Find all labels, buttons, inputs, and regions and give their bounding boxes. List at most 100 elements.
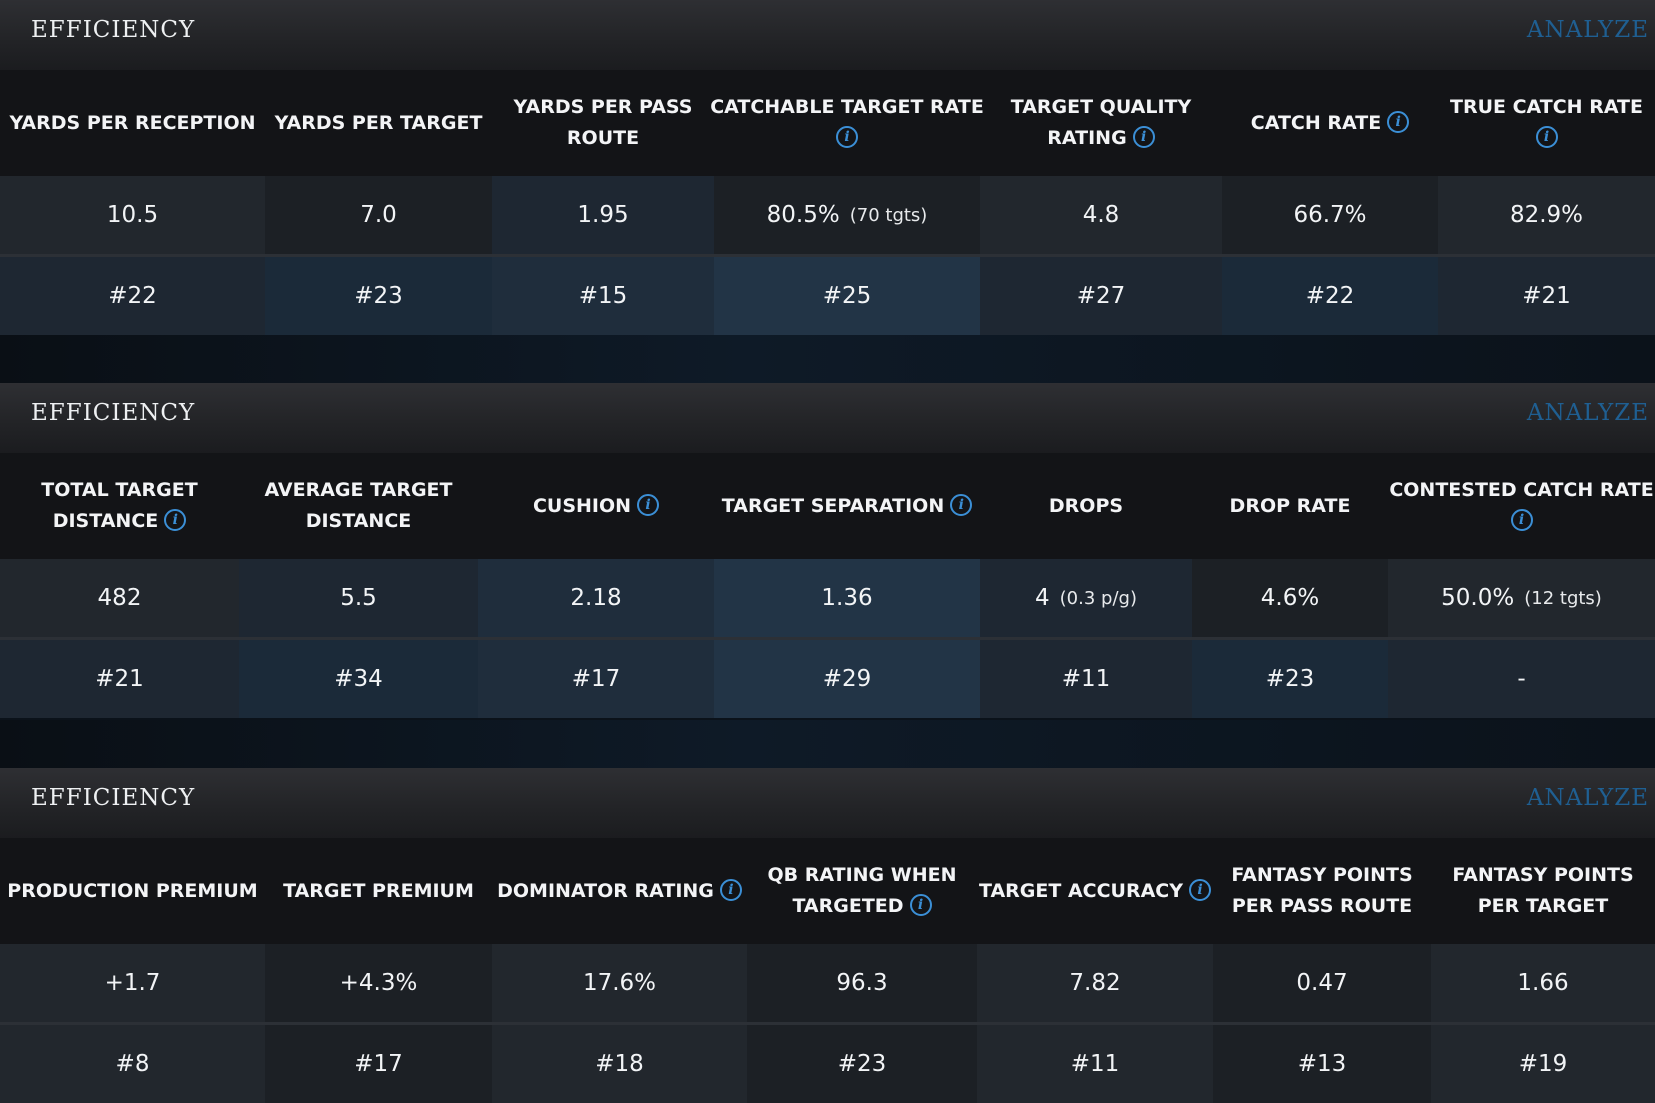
column-header: TARGET ACCURACY i xyxy=(977,838,1213,944)
info-icon[interactable]: i xyxy=(719,878,742,901)
info-icon[interactable]: i xyxy=(909,894,932,916)
stat-rank-cell: #13 xyxy=(1213,1025,1431,1103)
column-header-text: TOTAL TARGET xyxy=(41,479,198,501)
stat-value-cell: +1.7 xyxy=(0,944,265,1022)
stat-value: 7.82 xyxy=(1069,970,1121,996)
column-header: FANTASY POINTS PER TARGET xyxy=(1431,838,1655,944)
column-header: TRUE CATCH RATE i xyxy=(1438,70,1655,176)
stat-rank: #25 xyxy=(822,283,872,309)
stat-value-cell: 80.5% (70 tgts) xyxy=(714,176,980,254)
info-icon[interactable]: i xyxy=(1132,126,1155,148)
table-row: #8 #17 #18 #23 #11 #13 #19 xyxy=(0,1025,1655,1103)
column-header: DOMINATOR RATING i xyxy=(492,838,747,944)
stats-table: TOTAL TARGET DISTANCE i AVERAGE TARGET DISTA… xyxy=(0,453,1655,718)
column-header-text: TARGET SEPARATION xyxy=(721,494,945,517)
column-header: QB RATING WHEN TARGETED i xyxy=(747,838,977,944)
column-header-label: PER PASS ROUTE xyxy=(1232,891,1412,922)
column-header-label: AVERAGE TARGET xyxy=(265,475,453,506)
column-header-text: DISTANCE xyxy=(305,510,412,532)
stat-value-cell: 1.66 xyxy=(1431,944,1655,1022)
stat-rank: #8 xyxy=(115,1051,150,1077)
info-icon[interactable]: i xyxy=(1387,110,1410,133)
column-header-text: RATING xyxy=(1047,127,1127,149)
stat-rank-cell: #22 xyxy=(1222,257,1438,335)
column-header: AVERAGE TARGET DISTANCE xyxy=(239,453,478,559)
column-header-text: QB RATING WHEN xyxy=(767,864,957,886)
stat-rank: #23 xyxy=(354,283,403,309)
info-icon[interactable]: i xyxy=(1535,126,1558,148)
stat-value: 5.5 xyxy=(340,585,377,611)
panel-header: EFFICIENCY ANALYZE xyxy=(0,383,1655,453)
table-header-row: YARDS PER RECEPTION YARDS PER TARGET YARDS… xyxy=(0,70,1655,176)
column-header-text: YARDS PER PASS xyxy=(513,96,693,118)
column-header-label: TARGET SEPARATION i xyxy=(721,491,973,522)
info-icon[interactable]: i xyxy=(1189,878,1212,901)
stat-rank: #23 xyxy=(1265,666,1315,692)
stat-value: 50.0% xyxy=(1441,585,1515,611)
stat-value: 0.47 xyxy=(1296,970,1348,996)
column-header: PRODUCTION PREMIUM xyxy=(0,838,265,944)
info-icon[interactable]: i xyxy=(1510,509,1533,531)
column-header-label: TARGET QUALITY xyxy=(1011,92,1192,123)
column-header-label: DISTANCE xyxy=(306,506,412,537)
table-row: 482 5.5 2.18 1.36 4 (0.3 p/g) 4.6% 50.0% (12 tgt… xyxy=(0,559,1655,640)
info-icon[interactable]: i xyxy=(836,126,858,148)
stat-value: 2.18 xyxy=(570,585,622,611)
column-header-text: CATCHABLE TARGET RATE xyxy=(710,96,984,118)
stat-value: 482 xyxy=(97,585,142,611)
column-header-text: DOMINATOR RATING xyxy=(497,879,714,902)
column-header: FANTASY POINTS PER PASS ROUTE xyxy=(1213,838,1431,944)
info-icon-line: i xyxy=(836,123,858,154)
stat-value-cell: 7.82 xyxy=(977,944,1213,1022)
stat-rank: #22 xyxy=(1305,283,1355,309)
stat-rank-cell: #23 xyxy=(265,257,492,335)
analyze-link[interactable]: ANALYZE xyxy=(1526,400,1649,426)
stat-value: 1.66 xyxy=(1517,970,1569,996)
efficiency-panel: EFFICIENCY ANALYZE YARDS PER RECEPTION YARD… xyxy=(0,0,1655,335)
column-header-label: DROPS xyxy=(1049,491,1123,522)
stat-value: 4.8 xyxy=(1082,202,1120,228)
stat-value-cell: 482 xyxy=(0,559,239,637)
stats-table: PRODUCTION PREMIUM TARGET PREMIUM DOMINATO… xyxy=(0,838,1655,1103)
column-header-label: DISTANCE i xyxy=(53,506,187,537)
stat-rank-cell: #23 xyxy=(747,1025,977,1103)
column-header-text: TRUE CATCH RATE xyxy=(1449,96,1643,118)
column-header-label: CONTESTED CATCH RATE xyxy=(1389,475,1653,506)
stat-rank: #27 xyxy=(1076,283,1126,309)
info-icon[interactable]: i xyxy=(950,493,973,516)
stat-rank-cell: #21 xyxy=(0,640,239,718)
column-header-label: DOMINATOR RATING i xyxy=(497,876,742,907)
info-icon[interactable]: i xyxy=(637,493,660,516)
stat-rank-cell: #18 xyxy=(492,1025,747,1103)
column-header-label: TARGET ACCURACY i xyxy=(979,876,1212,907)
stat-value-cell: 96.3 xyxy=(747,944,977,1022)
stat-rank: #13 xyxy=(1297,1051,1347,1077)
stat-value: 82.9% xyxy=(1509,202,1584,228)
column-header-label: QB RATING WHEN xyxy=(768,860,957,891)
stat-value-cell: 7.0 xyxy=(265,176,492,254)
column-header-label: PRODUCTION PREMIUM xyxy=(7,876,257,907)
analyze-link[interactable]: ANALYZE xyxy=(1526,785,1649,811)
panel-header: EFFICIENCY ANALYZE xyxy=(0,0,1655,70)
stat-value: 4.6% xyxy=(1260,585,1320,611)
info-icon[interactable]: i xyxy=(164,509,187,531)
column-header-text: YARDS PER RECEPTION xyxy=(9,111,256,134)
stat-value: +4.3% xyxy=(339,970,418,996)
stat-rank: #21 xyxy=(95,666,144,692)
column-header-text: DROPS xyxy=(1048,494,1124,517)
panel-title: EFFICIENCY xyxy=(31,17,196,43)
efficiency-panel: EFFICIENCY ANALYZE PRODUCTION PREMIUM TARGE… xyxy=(0,768,1655,1103)
column-header-text: DROP RATE xyxy=(1229,494,1351,517)
stat-value-cell: 4.6% xyxy=(1192,559,1388,637)
column-header-label: YARDS PER RECEPTION xyxy=(9,108,255,139)
stat-rank: #34 xyxy=(334,666,383,692)
column-header-text: PRODUCTION PREMIUM xyxy=(7,879,258,902)
stat-value-cell: 0.47 xyxy=(1213,944,1431,1022)
column-header: TARGET SEPARATION i xyxy=(714,453,980,559)
stat-value-cell: 4.8 xyxy=(980,176,1222,254)
stat-value: 1.95 xyxy=(577,202,629,228)
table-header-row: TOTAL TARGET DISTANCE i AVERAGE TARGET DISTA… xyxy=(0,453,1655,559)
column-header-text: YARDS PER TARGET xyxy=(274,111,483,134)
analyze-link[interactable]: ANALYZE xyxy=(1526,17,1649,43)
stat-value: 7.0 xyxy=(360,202,397,228)
